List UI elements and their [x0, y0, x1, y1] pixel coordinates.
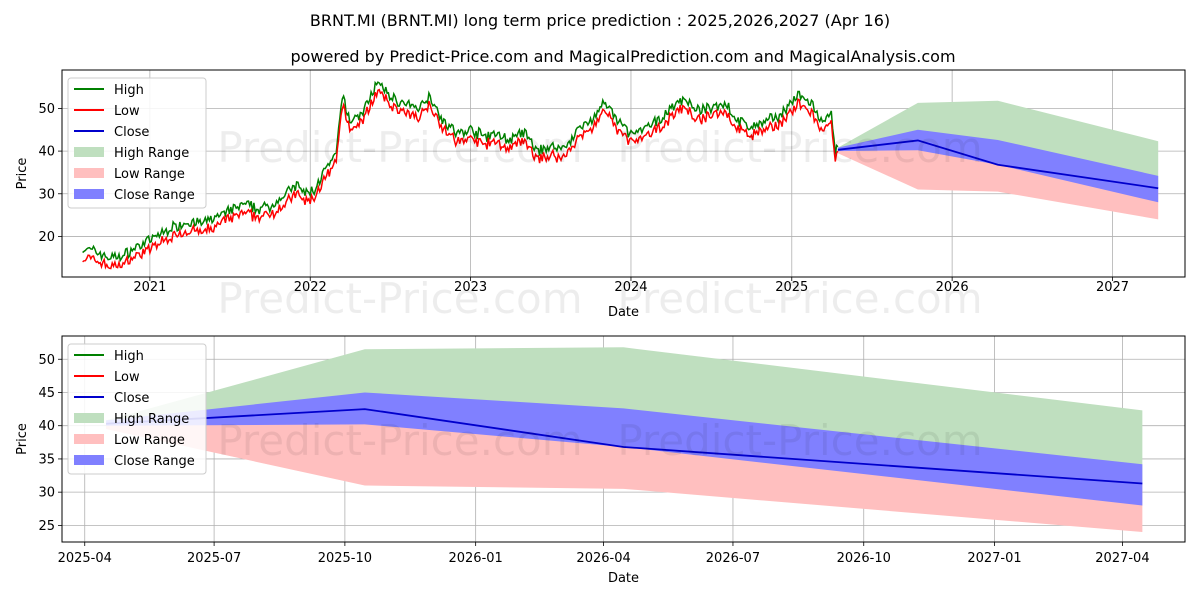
legend-label: Low: [114, 104, 140, 119]
x-tick-label: 2025: [775, 280, 808, 295]
legend-label: High Range: [114, 412, 189, 427]
x-axis-label: Date: [608, 571, 639, 586]
y-tick-label: 35: [38, 452, 55, 467]
x-tick-label: 2023: [454, 280, 487, 295]
chart-panel-2: [58, 335, 1186, 546]
legend-swatch-patch: [74, 147, 104, 157]
legend-swatch-patch: [74, 413, 104, 423]
legend-label: High: [114, 349, 144, 364]
watermark-text: Predict-Price.com: [217, 274, 582, 323]
legend-swatch-patch: [74, 455, 104, 465]
axes-frame: [61, 335, 1186, 543]
legend-label: High Range: [114, 146, 189, 161]
watermark-text: Predict-Price.com: [617, 274, 982, 323]
x-tick-label: 2025-04: [58, 551, 112, 566]
low-range-band: [106, 409, 1143, 533]
legend-label: Close Range: [114, 454, 195, 469]
y-axis-label: Price: [15, 158, 30, 190]
y-tick-label: 30: [38, 486, 55, 501]
legend-label: Close Range: [114, 188, 195, 203]
chart-subtitle: powered by Predict-Price.com and Magical…: [290, 47, 955, 66]
y-tick-label: 50: [38, 102, 55, 117]
y-axis-label: Price: [15, 423, 30, 455]
watermark-text: Predict-Price.com: [617, 416, 982, 465]
x-tick-label: 2022: [294, 280, 327, 295]
legend-label: Close: [114, 125, 149, 140]
legend-label: High: [114, 83, 144, 98]
watermark-text: Predict-Price.com: [217, 416, 582, 465]
y-tick-label: 45: [38, 386, 55, 401]
x-tick-label: 2026-07: [706, 551, 760, 566]
legend-label: Low: [114, 370, 140, 385]
close-range-band: [106, 392, 1143, 506]
watermark-text: Predict-Price.com: [617, 123, 982, 172]
x-tick-label: 2027-04: [1095, 551, 1149, 566]
chart-panel-1: [58, 69, 1186, 281]
axes-frame: [61, 69, 1186, 278]
legend-swatch-patch: [74, 168, 104, 178]
legend-label: Close: [114, 391, 149, 406]
close-forecast-line: [837, 139, 1159, 190]
x-tick-label: 2025-10: [318, 551, 372, 566]
chart-title: BRNT.MI (BRNT.MI) long term price predic…: [310, 11, 890, 30]
legend-swatch-patch: [74, 434, 104, 444]
x-tick-label: 2026: [936, 280, 969, 295]
x-tick-label: 2027-01: [967, 551, 1021, 566]
high-series-line: [82, 80, 839, 263]
x-tick-label: 2024: [614, 280, 647, 295]
y-tick-label: 20: [38, 230, 55, 245]
legend-swatch-patch: [74, 189, 104, 199]
y-tick-label: 50: [38, 353, 55, 368]
x-tick-label: 2026-01: [448, 551, 502, 566]
legend-label: Low Range: [114, 433, 185, 448]
x-tick-label: 2025-07: [187, 551, 241, 566]
y-tick-label: 25: [38, 519, 55, 534]
watermark-text: Predict-Price.com: [217, 123, 582, 172]
x-tick-label: 2026-04: [576, 551, 630, 566]
close-forecast-line: [106, 408, 1143, 485]
x-tick-label: 2026-10: [837, 551, 891, 566]
y-tick-label: 30: [38, 187, 55, 202]
x-tick-label: 2021: [133, 280, 166, 295]
low-series-line: [82, 88, 839, 270]
legend-label: Low Range: [114, 167, 185, 182]
y-tick-label: 40: [38, 145, 55, 160]
x-axis-label: Date: [608, 305, 639, 320]
close-range-band: [837, 129, 1159, 203]
x-tick-label: 2027: [1096, 280, 1129, 295]
low-range-band: [837, 140, 1159, 220]
y-tick-label: 40: [38, 419, 55, 434]
